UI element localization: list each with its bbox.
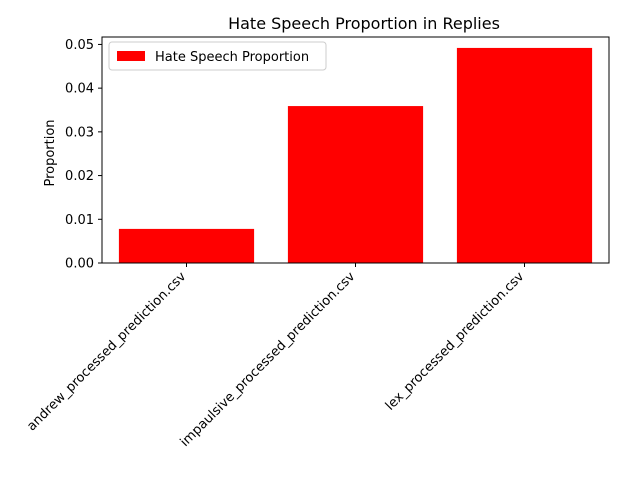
x-tick-label: impaulsive_processed_prediction.csv bbox=[178, 269, 359, 450]
y-tick-label: 0.02 bbox=[65, 169, 94, 184]
y-tick-label: 0.01 bbox=[65, 213, 94, 228]
chart-title: Hate Speech Proportion in Replies bbox=[228, 14, 500, 33]
axes-frame bbox=[101, 36, 610, 264]
bar bbox=[456, 47, 593, 263]
y-tick-label: 0.00 bbox=[65, 257, 94, 272]
bar bbox=[118, 228, 255, 263]
x-tick-label: lex_processed_prediction.csv bbox=[383, 269, 528, 414]
bar bbox=[287, 106, 424, 264]
plot-area: 0.00 0.01 0.02 0.03 0.04 0.05 andrew_processed… bbox=[24, 36, 610, 450]
legend: Hate Speech Proportion bbox=[108, 41, 327, 71]
y-tick-label: 0.04 bbox=[65, 82, 94, 97]
y-tick-label: 0.03 bbox=[65, 125, 94, 140]
x-tick-label: andrew_processed_prediction.csv bbox=[24, 269, 189, 434]
legend-swatch bbox=[117, 51, 145, 61]
legend-frame bbox=[108, 41, 327, 71]
legend-label: Hate Speech Proportion bbox=[155, 50, 309, 65]
y-axis-label: Proportion bbox=[43, 119, 58, 186]
y-tick-label: 0.05 bbox=[65, 38, 94, 53]
